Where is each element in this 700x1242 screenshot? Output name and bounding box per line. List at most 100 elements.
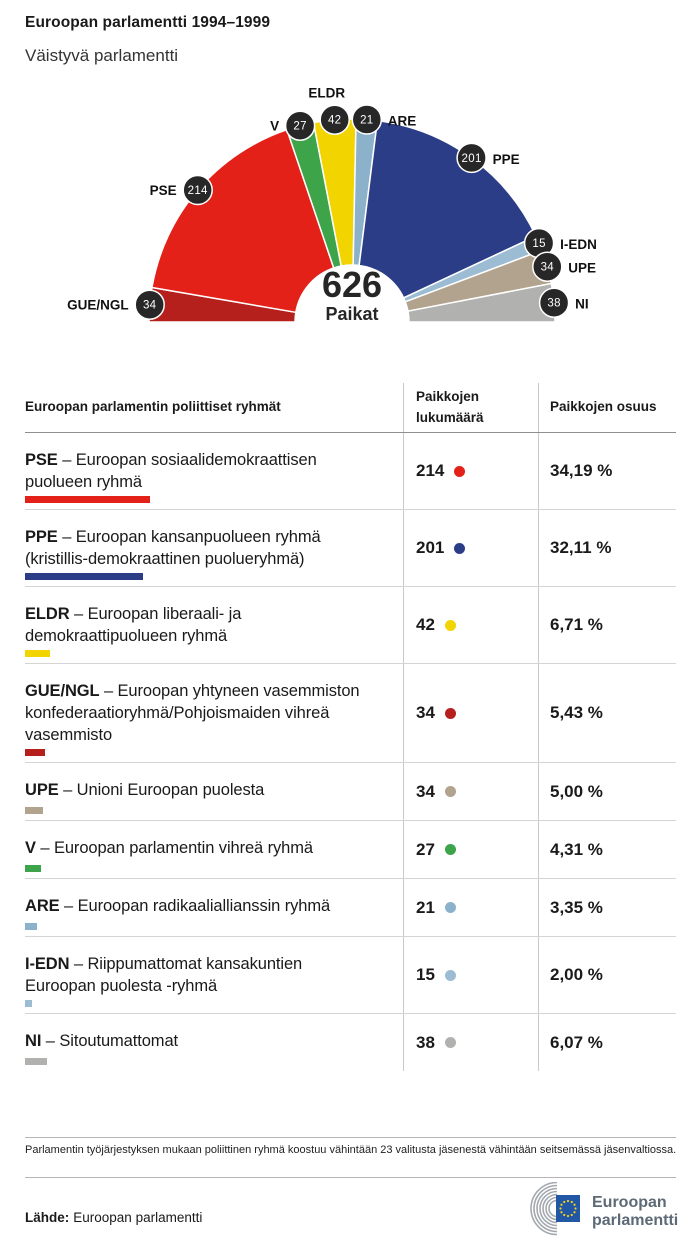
source-label: Lähde: — [25, 1210, 70, 1225]
table-row-V: V – Euroopan parlamentin vihreä ryhmä 27 4… — [25, 821, 676, 879]
seat-count-I-EDN: 15 — [532, 238, 545, 250]
logo-arc — [548, 1199, 558, 1218]
group-label-ELDR: ELDR — [308, 86, 345, 101]
seat-count-cell: 42 — [403, 587, 538, 663]
seat-badge-UPE — [532, 251, 563, 282]
seat-count-value: 38 — [416, 1032, 435, 1052]
table-row-I-EDN: I-EDN – Riippumattomat kansakuntien Euro… — [25, 937, 676, 1014]
seat-count-cell: 38 — [403, 1014, 538, 1071]
group-label-PSE: PSE — [150, 183, 177, 198]
share-bar — [25, 865, 41, 872]
page-title: Euroopan parlamentti 1994–1999 — [25, 14, 271, 31]
share-bar — [25, 496, 151, 503]
seat-count-GUE/NGL: 34 — [143, 300, 157, 312]
seat-count-PPE: 201 — [462, 153, 482, 165]
group-abbr: ELDR — [25, 605, 70, 623]
table-row-PPE: PPE – Euroopan kansanpuolueen ryhmä (kri… — [25, 510, 676, 587]
seat-count-value: 21 — [416, 897, 435, 917]
eu-star — [560, 1211, 563, 1214]
total-seats-label: Paikat — [325, 304, 378, 324]
logo-wordmark-line1: Euroopan — [592, 1194, 667, 1211]
eu-star — [570, 1200, 573, 1204]
group-label-V: V — [270, 119, 279, 134]
group-color-dot — [444, 619, 456, 631]
eu-star — [573, 1203, 576, 1206]
table-row-NI: NI – Sitoutumattomat 38 6,07 % — [25, 1014, 676, 1071]
seat-badge-V — [284, 110, 316, 141]
seat-share-cell: 3,35 % — [538, 879, 676, 936]
eu-star — [559, 1207, 562, 1210]
hemicycle-group-labels: GUE/NGL PSE V ELDR ARE PPE I-EDN UPE NI — [67, 86, 597, 313]
group-abbr: NI — [25, 1032, 42, 1050]
share-bar — [25, 749, 45, 756]
group-color-dot — [454, 465, 466, 477]
group-abbr: GUE/NGL — [25, 682, 100, 700]
seat-share-cell: 34,19 % — [538, 433, 676, 509]
share-bar — [25, 1058, 48, 1065]
logo-arc — [533, 1184, 558, 1233]
group-color-dot — [444, 844, 456, 855]
seat-count-cell: 201 — [403, 510, 538, 586]
hemicycle-seat-badges: 34 214 27 42 21 201 15 34 38 — [134, 104, 570, 320]
group-color-dot — [444, 902, 456, 913]
table-row-ELDR: ELDR – Euroopan liberaali- ja demokraatt… — [25, 587, 676, 664]
group-color-dot — [444, 707, 456, 719]
seat-badge-GUE/NGL — [134, 289, 165, 320]
group-label-I-EDN: I-EDN — [560, 237, 597, 252]
table-row-PSE: PSE – Euroopan sosiaalidemokraattisen pu… — [25, 433, 676, 510]
eu-star — [563, 1213, 566, 1217]
group-label-NI: NI — [575, 297, 589, 312]
seat-count-V: 27 — [293, 121, 306, 133]
seat-count-ARE: 21 — [360, 115, 373, 127]
seat-count-value: 34 — [416, 781, 435, 801]
share-bar — [25, 923, 38, 930]
table-row-ARE: ARE – Euroopan radikaaliallianssin ryhmä… — [25, 879, 676, 937]
group-abbr: PPE — [25, 528, 58, 546]
col-header-seat-share: Paikkojen osuus — [538, 383, 676, 432]
seat-count-value: 42 — [416, 615, 435, 634]
footnote-text: Parlamentin työjärjestyksen mukaan polii… — [25, 1144, 677, 1156]
group-color-dot — [444, 969, 456, 981]
seat-share-cell: 5,00 % — [538, 763, 676, 820]
hemicycle-arcs-icon — [530, 1182, 558, 1236]
col-header-groups: Euroopan parlamentin poliittiset ryhmät — [25, 399, 281, 415]
seat-count-UPE: 34 — [541, 262, 555, 274]
page-subtitle: Väistyvä parlamentti — [25, 46, 179, 65]
eu-star — [560, 1203, 563, 1206]
seat-count-cell: 21 — [403, 879, 538, 936]
share-bar — [25, 807, 44, 814]
seat-count-cell: 27 — [403, 821, 538, 878]
group-abbr: V — [25, 839, 36, 857]
group-color-dot — [444, 786, 456, 797]
european-parliament-logo: Euroopan parlamentti — [530, 1182, 678, 1236]
group-name-cell: NI – Sitoutumattomat — [25, 1032, 178, 1050]
seat-count-cell: 214 — [403, 433, 538, 509]
logo-arc — [530, 1182, 558, 1236]
seat-count-value: 34 — [416, 703, 435, 722]
group-name-cell: V – Euroopan parlamentin vihreä ryhmä — [25, 839, 313, 857]
share-bar — [25, 1000, 33, 1007]
group-abbr: PSE — [25, 451, 58, 469]
table-row-GUE/NGL: GUE/NGL – Euroopan yhtyneen vasemmiston … — [25, 664, 676, 763]
group-name-cell: ARE – Euroopan radikaaliallianssin ryhmä — [25, 897, 331, 915]
group-label-UPE: UPE — [568, 261, 596, 276]
seat-share-cell: 32,11 % — [538, 510, 676, 586]
seat-count-value: 27 — [416, 839, 435, 859]
logo-arc — [545, 1196, 558, 1221]
table-body: PSE – Euroopan sosiaalidemokraattisen pu… — [25, 433, 676, 1071]
footnote-top-rule — [25, 1137, 676, 1138]
seat-count-PSE: 214 — [188, 185, 208, 197]
seat-count-value: 201 — [416, 538, 445, 557]
eu-star — [574, 1207, 577, 1210]
share-bar — [25, 573, 143, 580]
source-line: Lähde: Euroopan parlamentti — [25, 1210, 202, 1225]
group-name-cell: PSE – Euroopan sosiaalidemokraattisen pu… — [25, 451, 317, 491]
share-bar — [25, 650, 50, 657]
seat-badge-PSE — [182, 174, 213, 206]
group-name-cell: PPE – Euroopan kansanpuolueen ryhmä (kri… — [25, 528, 321, 568]
hemicycle-wedges — [148, 118, 556, 323]
group-color-dot — [454, 542, 466, 554]
seat-count-NI: 38 — [547, 298, 560, 310]
logo-arc — [542, 1193, 558, 1224]
